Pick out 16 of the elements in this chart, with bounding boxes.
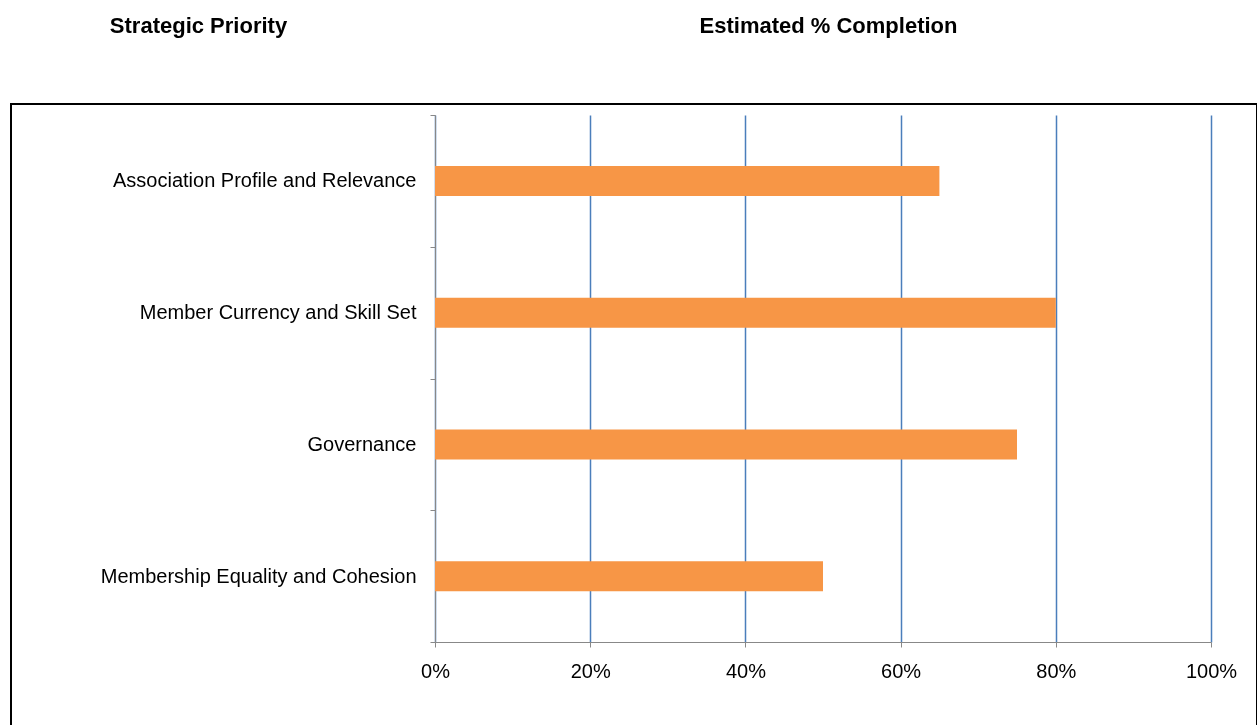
x-axis-title: Estimated % Completion (699, 12, 958, 38)
bar (435, 561, 823, 592)
bar (435, 297, 1056, 328)
y-tick-label: Member Currency and Skill Set (139, 301, 417, 324)
x-tick-label: 40% (725, 659, 767, 682)
y-tick-label: Association Profile and Relevance (112, 169, 417, 192)
x-tick-label: 0% (421, 659, 451, 682)
y-tick-label: Governance (307, 432, 417, 455)
x-tick-label: 80% (1036, 659, 1077, 682)
x-tick-label: 20% (570, 659, 611, 682)
y-axis-title: Strategic Priority (109, 12, 288, 38)
bar (435, 429, 1017, 460)
x-tick-label: 60% (881, 659, 922, 682)
bar (435, 165, 940, 196)
y-tick-label: Membership Equality and Cohesion (100, 564, 417, 587)
x-tick-label: 100% (1185, 659, 1238, 682)
